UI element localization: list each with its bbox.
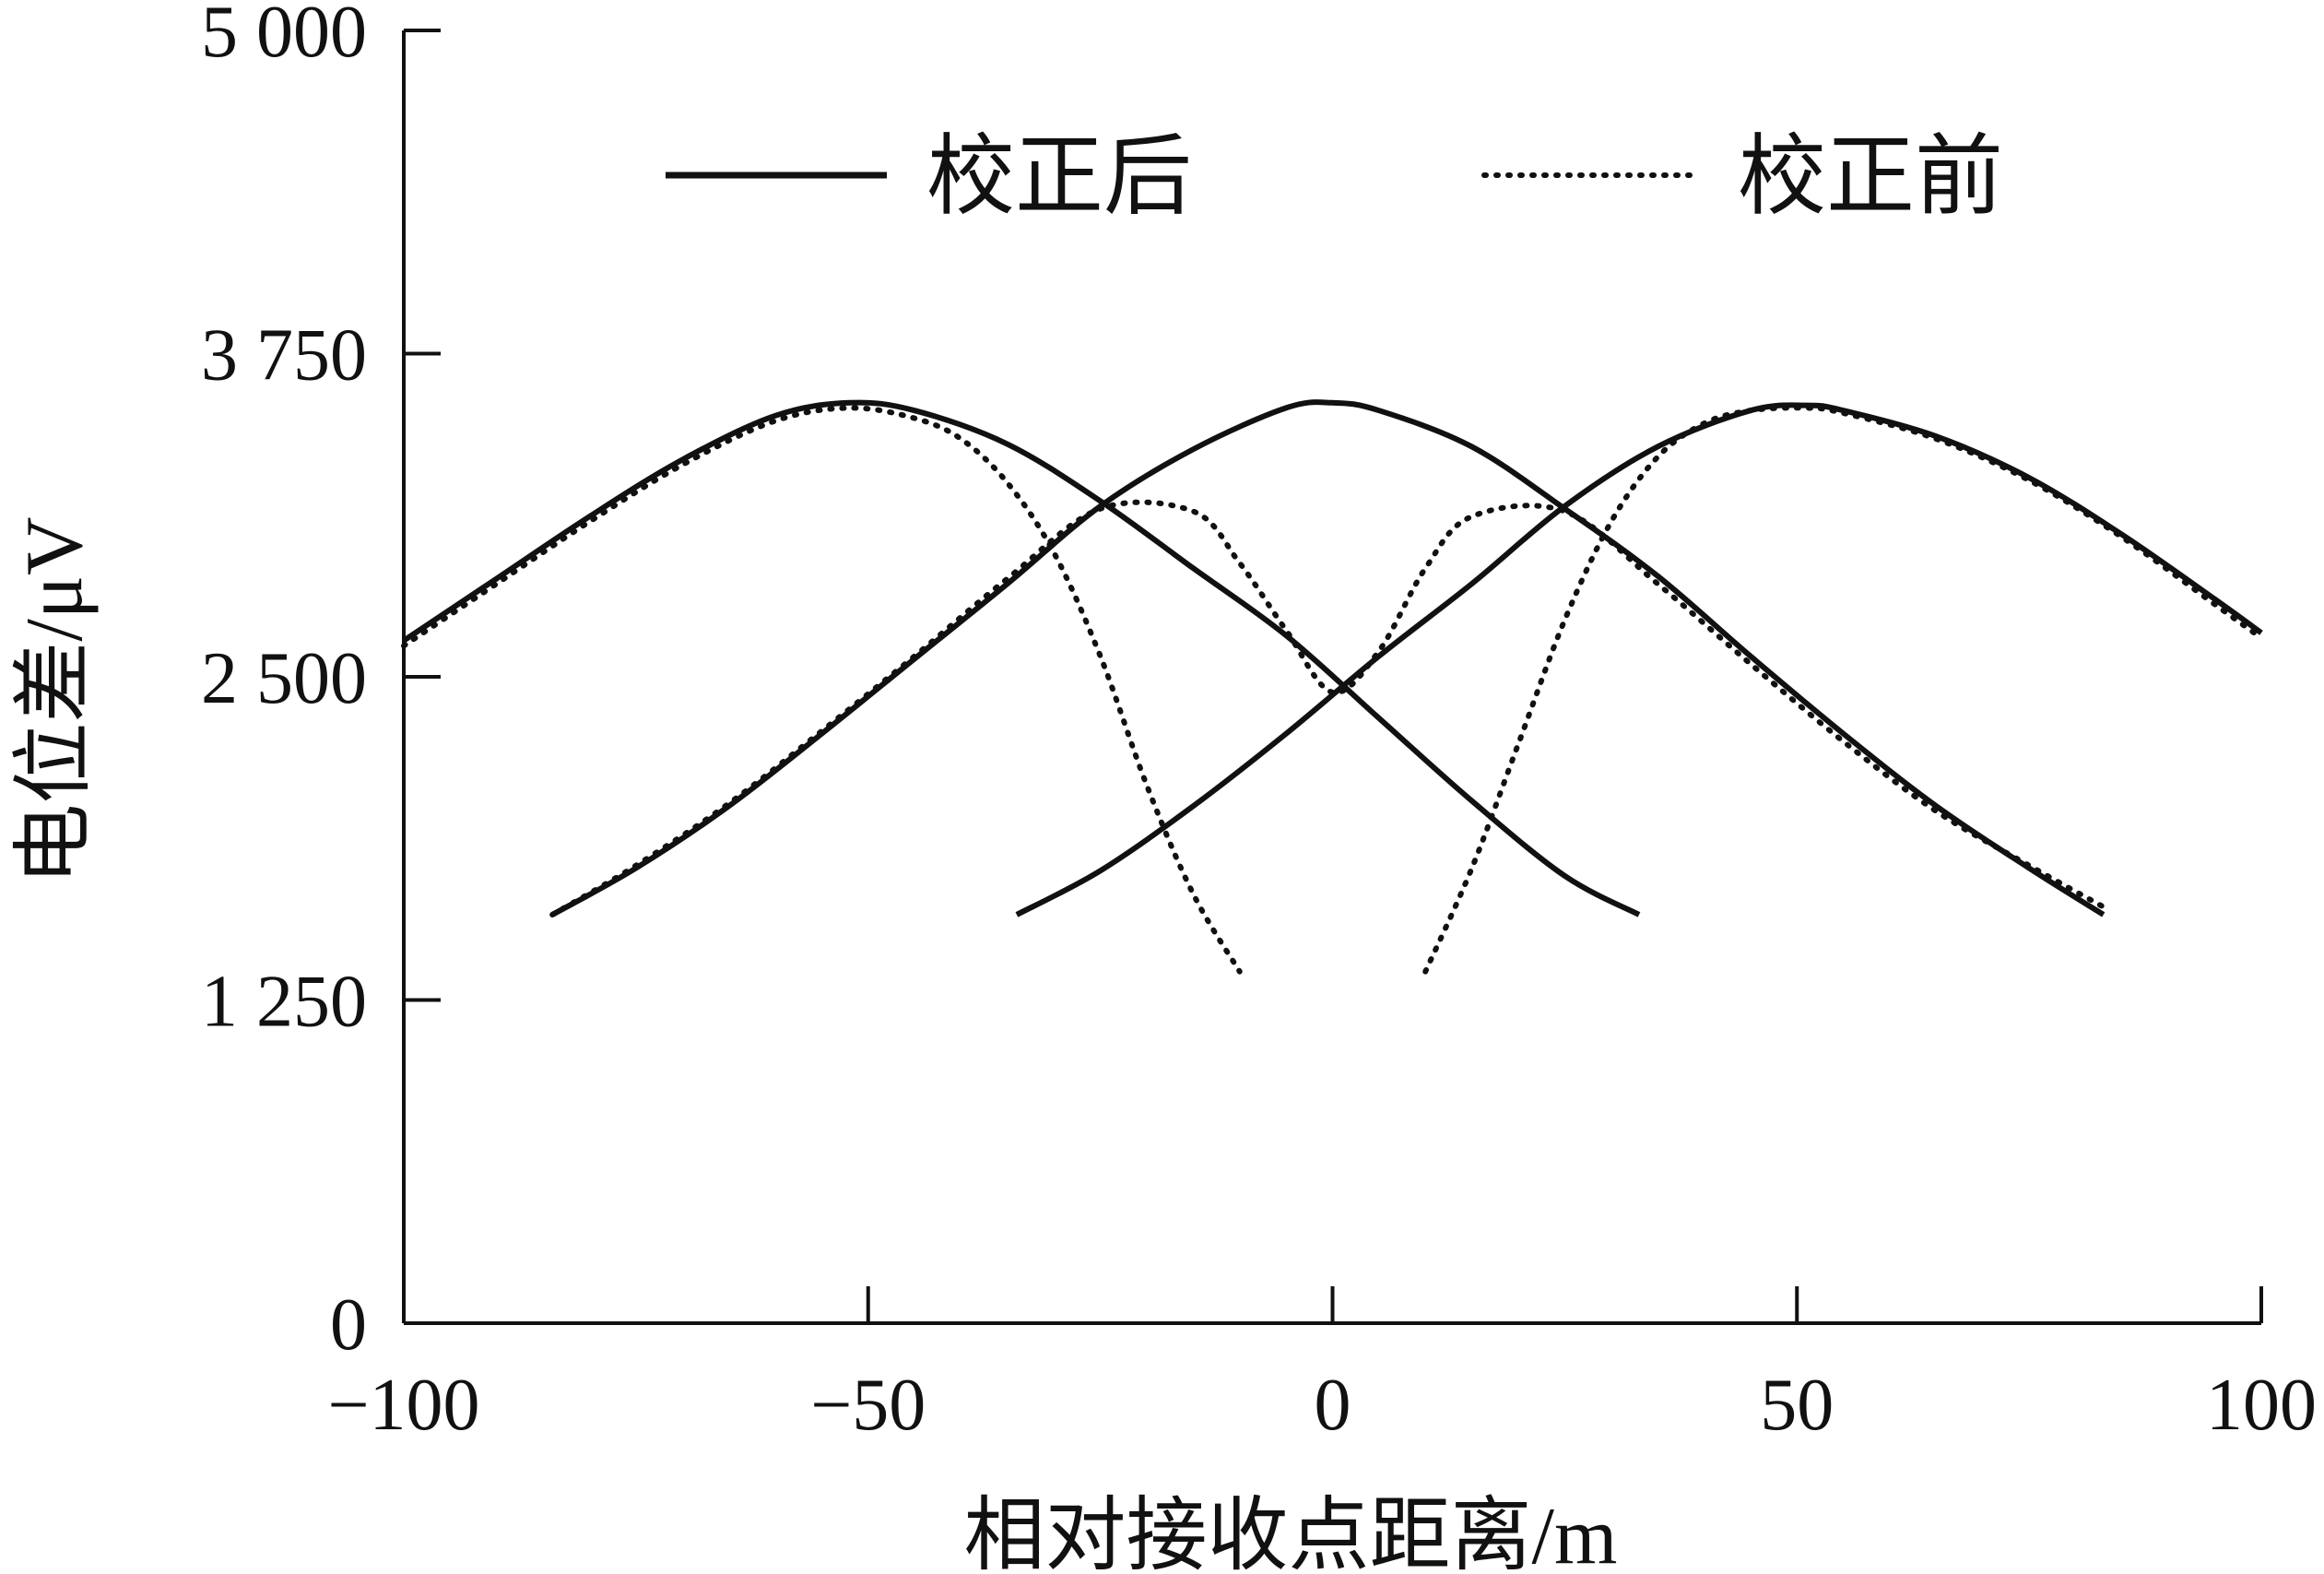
- y-tick-label: 1 250: [201, 962, 367, 1043]
- x-tick-label: 50: [1760, 1365, 1834, 1446]
- y-tick-label: 5 000: [201, 0, 367, 73]
- legend: 校正后 校正前: [666, 127, 2003, 226]
- x-axis-title: 相对接收点距离/m: [964, 1492, 1618, 1574]
- series-line-dotted: [1422, 405, 2264, 975]
- legend-label-before: 校正前: [1738, 127, 2003, 226]
- x-tick-label: 0: [1315, 1365, 1351, 1446]
- y-tick-label: 2 500: [201, 638, 367, 719]
- series-line-dotted: [549, 499, 2106, 917]
- x-tick-label: 100: [2206, 1365, 2317, 1446]
- series-line-solid: [1015, 402, 2263, 917]
- tick-labels: −100 −50 0 50 100 0 1 250 2 500 3 750 5 000: [201, 0, 2317, 1446]
- series-line-solid: [402, 399, 1641, 917]
- series-layer: [401, 399, 2264, 975]
- series-line-solid: [550, 399, 2106, 917]
- ticks: [402, 29, 2263, 1325]
- x-tick-label: −50: [810, 1365, 926, 1446]
- x-tick-label: −100: [327, 1365, 479, 1446]
- series-line-dotted: [401, 405, 1243, 975]
- y-tick-label: 0: [330, 1284, 367, 1366]
- y-axis-title: 电位差/μV: [10, 516, 100, 884]
- y-tick-label: 3 750: [201, 315, 367, 396]
- legend-label-after: 校正后: [926, 127, 1192, 226]
